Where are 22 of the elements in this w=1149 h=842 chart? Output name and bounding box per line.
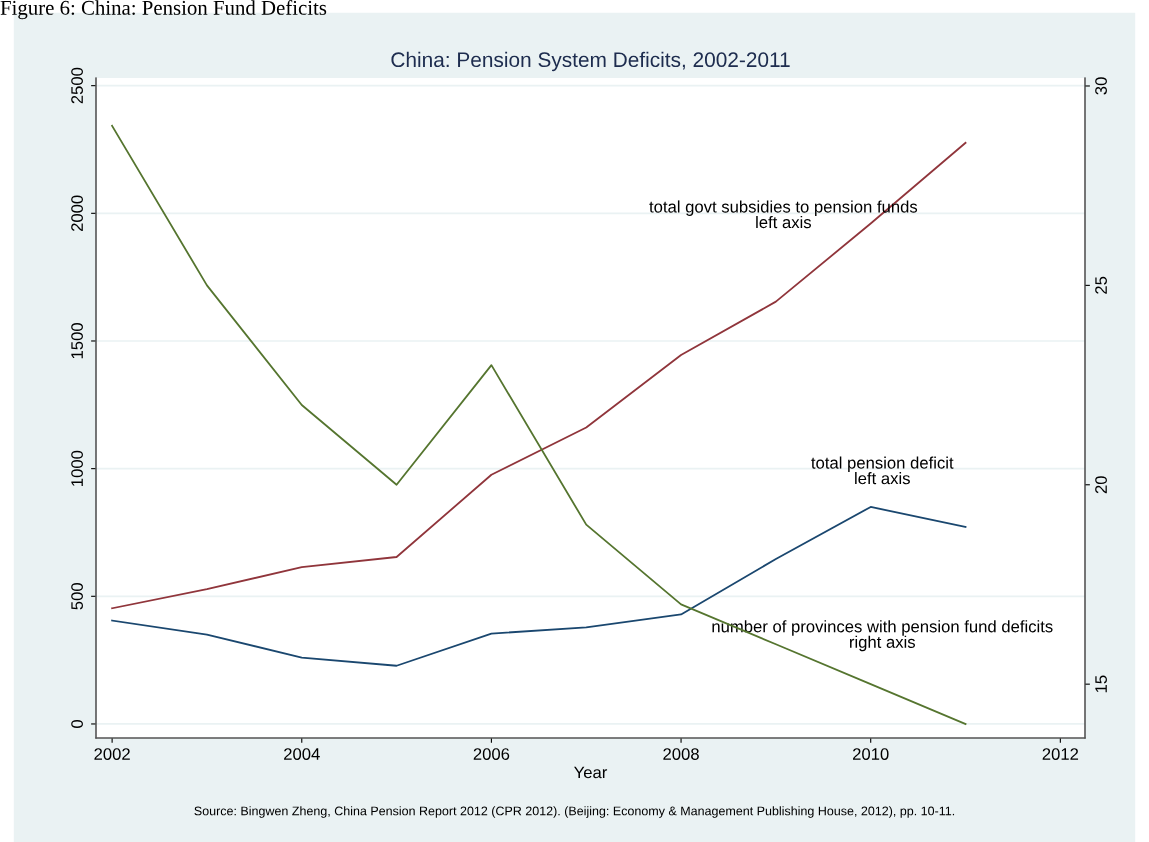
y2-tick-label: 25 bbox=[1095, 276, 1107, 294]
source-note: Source: Bingwen Zheng, China Pension Report 2012 (CPR 2012). (Beijing: Economy & Management Publishing House, 2012), pp. 10-11. bbox=[194, 806, 955, 818]
x-tick-label: 2008 bbox=[663, 748, 699, 760]
x-tick-label: 2002 bbox=[94, 748, 130, 760]
y2-tick-label: 15 bbox=[1095, 675, 1107, 693]
y-tick-label: 500 bbox=[71, 583, 83, 610]
chart-title: China: Pension System Deficits, 2002-2011 bbox=[391, 51, 790, 72]
y2-tick-label: 20 bbox=[1095, 476, 1107, 494]
y-tick-label: 2000 bbox=[71, 195, 83, 232]
x-axis-title: Year bbox=[574, 766, 608, 779]
line-series bbox=[111, 141, 967, 610]
y-tick-label: 0 bbox=[71, 719, 83, 728]
x-tick-label: 2006 bbox=[473, 748, 510, 760]
y-tick-label: 2500 bbox=[71, 67, 83, 104]
y-tick-label: 1000 bbox=[71, 450, 83, 486]
x-tick-label: 2010 bbox=[853, 748, 889, 760]
x-tick-label: 2012 bbox=[1042, 748, 1079, 760]
caption: Figure 6: China: Pension Fund Deficits bbox=[0, 0, 327, 20]
x-tick-label: 2004 bbox=[284, 748, 320, 760]
annotation: total pension deficit left axis bbox=[811, 456, 954, 485]
y-tick-label: 1500 bbox=[71, 323, 83, 359]
y2-tick-label: 30 bbox=[1095, 77, 1107, 95]
